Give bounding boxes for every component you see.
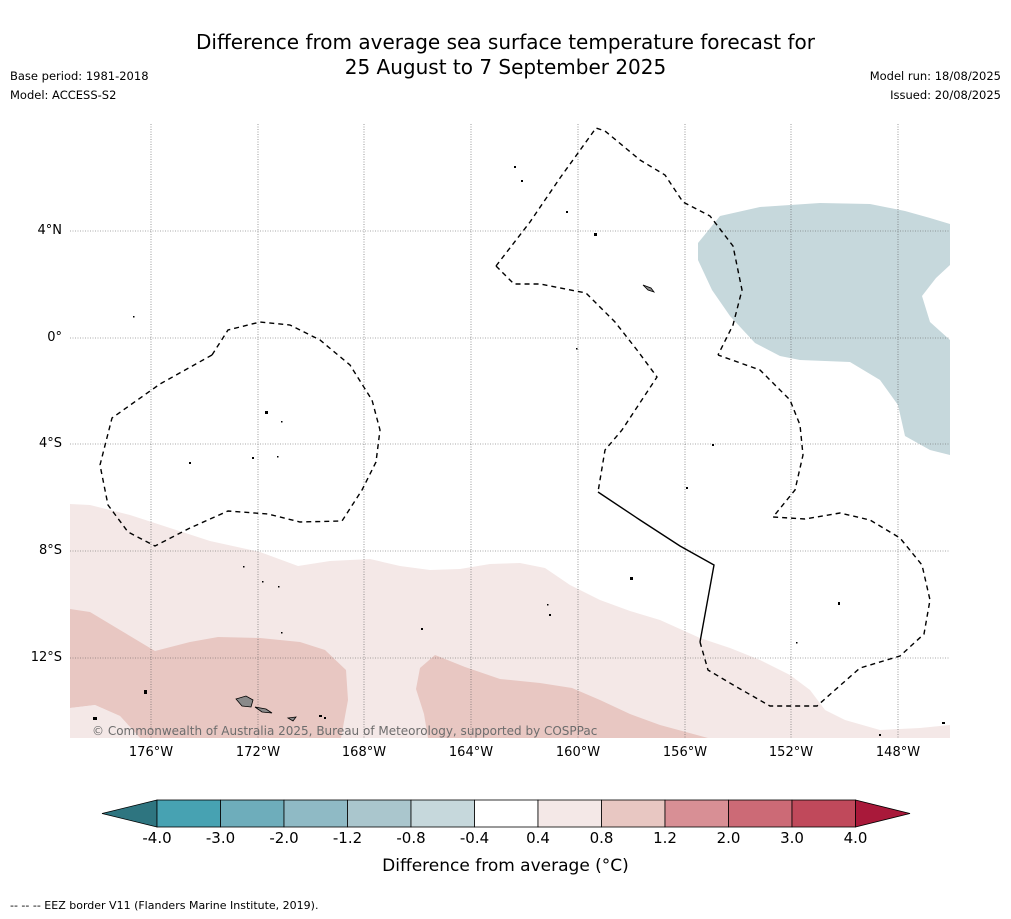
lat-label-0: 0° xyxy=(47,330,62,345)
eez-borders xyxy=(99,127,931,707)
colorbar-swatch xyxy=(410,799,475,828)
colorbar-tick-label: -3.0 xyxy=(205,829,236,847)
colorbar-tick-label: -0.4 xyxy=(459,829,490,847)
colorbar-swatch xyxy=(664,799,729,828)
colorbar-swatch xyxy=(347,799,412,828)
colorbar-swatch xyxy=(156,799,221,828)
colorbar-swatch xyxy=(220,799,285,828)
meta-left: Base period: 1981-2018 Model: ACCESS-S2 xyxy=(10,67,149,105)
island-tutuila xyxy=(286,716,297,722)
lon-label-176w: 176°W xyxy=(128,745,174,760)
chart-title: Difference from average sea surface temp… xyxy=(0,30,1011,80)
colorbar-tick-label: -1.2 xyxy=(332,829,363,847)
colorbar-arrow-high xyxy=(855,799,911,828)
lon-label-148w: 148°W xyxy=(875,745,921,760)
lat-label-4s: 4°S xyxy=(38,436,62,451)
lon-label-168w: 168°W xyxy=(341,745,387,760)
islands xyxy=(235,284,656,722)
gridlines xyxy=(70,124,950,738)
base-period: Base period: 1981-2018 xyxy=(10,69,149,83)
lat-label-4n: 4°N xyxy=(37,223,63,238)
island-upolu xyxy=(254,706,273,714)
lon-label-156w: 156°W xyxy=(662,745,708,760)
issued-date: Issued: 20/08/2025 xyxy=(890,88,1001,102)
anomaly-region-cool xyxy=(698,203,950,455)
lat-label-8s: 8°S xyxy=(38,543,62,558)
colorbar-tick-label: -4.0 xyxy=(142,829,172,847)
anomaly-region-warm-medium-east xyxy=(416,655,708,738)
colorbar-tick-label: 1.2 xyxy=(653,829,677,847)
colorbar-swatch xyxy=(283,799,348,828)
eez-border-central-inner xyxy=(495,265,658,493)
eez-border-solid xyxy=(597,491,715,643)
eez-border-south-east xyxy=(699,354,931,707)
title-line-2: 25 August to 7 September 2025 xyxy=(344,55,667,79)
anomaly-region-warm-medium-west xyxy=(70,609,348,738)
title-line-1: Difference from average sea surface temp… xyxy=(195,30,815,54)
colorbar-tick-label: -2.0 xyxy=(269,829,299,847)
model-run: Model run: 18/08/2025 xyxy=(869,69,1001,83)
colorbar-tick-label: 0.8 xyxy=(589,829,614,847)
colorbar-tick-label: 4.0 xyxy=(843,829,868,847)
lat-label-12s: 12°S xyxy=(30,650,62,665)
small-islands xyxy=(93,166,945,736)
colorbar-swatch xyxy=(728,799,793,828)
colorbar-tick-label: 3.0 xyxy=(780,829,804,847)
colorbar-tick-label: 0.4 xyxy=(526,829,550,847)
colorbar-arrow-low xyxy=(101,799,158,828)
lon-label-164w: 164°W xyxy=(448,745,494,760)
lon-label-160w: 160°W xyxy=(555,745,601,760)
eez-border-central xyxy=(495,127,743,356)
island-savaii xyxy=(235,695,254,708)
model-name: Model: ACCESS-S2 xyxy=(10,88,117,102)
colorbar-tick-label: -0.8 xyxy=(396,829,426,847)
colorbar-swatch xyxy=(791,799,856,828)
meta-right: Model run: 18/08/2025 Issued: 20/08/2025 xyxy=(870,67,1001,105)
footer-legend: -- -- -- EEZ border V11 (Flanders Marine… xyxy=(10,899,319,912)
eez-border-west xyxy=(99,321,381,547)
lon-label-172w: 172°W xyxy=(235,745,281,760)
island-jarvis xyxy=(642,284,656,293)
lon-label-152w: 152°W xyxy=(768,745,814,760)
colorbar-title: Difference from average (°C) xyxy=(382,856,629,876)
copyright-notice: © Commonwealth of Australia 2025, Bureau… xyxy=(92,724,598,738)
anomaly-fills xyxy=(70,203,950,738)
colorbar-tick-label: 2.0 xyxy=(716,829,741,847)
colorbar-swatch xyxy=(601,799,666,828)
colorbar-swatch xyxy=(474,799,539,828)
anomaly-region-white-corner xyxy=(70,705,140,738)
colorbar-swatch xyxy=(537,799,602,828)
